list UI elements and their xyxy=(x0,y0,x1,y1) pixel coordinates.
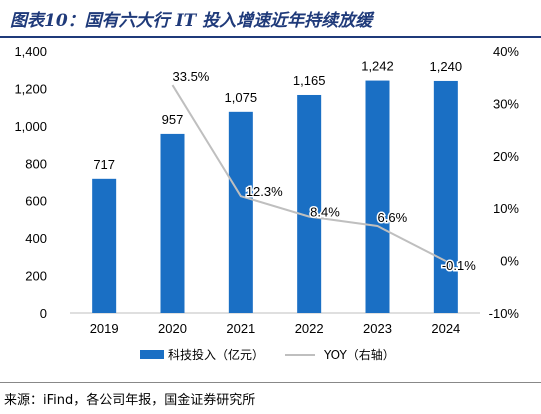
left-tick-label: 1,200 xyxy=(14,81,47,96)
left-tick-label: 1,400 xyxy=(14,44,47,59)
bar-2023 xyxy=(365,80,390,313)
line-labels: 33.5% 12.3% 8.4% 6.6% -0.1% xyxy=(171,68,478,275)
title-divider xyxy=(0,36,541,38)
right-axis: -10% 0% 10% 20% 30% 40% xyxy=(489,44,520,321)
bar-2024 xyxy=(433,80,458,313)
right-tick-label: 30% xyxy=(493,96,519,111)
bar-value-label: 957 xyxy=(162,112,184,127)
legend-label-bar: 科技投入（亿元） xyxy=(168,347,264,362)
bar-value-label: 1,165 xyxy=(293,73,326,88)
x-tick-label: 2020 xyxy=(158,321,187,336)
legend-swatch-bar xyxy=(140,350,164,359)
x-axis-labels: 2019 2020 2021 2022 2023 2024 xyxy=(90,321,461,336)
bar-labels: 717 957 1,075 1,165 1,242 1,240 xyxy=(93,59,462,172)
x-tick-label: 2023 xyxy=(363,321,392,336)
chart-title: 图表10：国有六大行 IT 投入增速近年持续放缓 xyxy=(10,11,373,31)
right-tick-label: 0% xyxy=(500,254,519,269)
bar-2022 xyxy=(297,94,322,313)
x-tick-label: 2019 xyxy=(90,321,119,336)
bar-series xyxy=(92,80,458,313)
chart: 0 200 400 600 800 1,000 1,200 1,400 -10% 0% 10% 20… xyxy=(14,44,520,362)
bar-2021 xyxy=(228,111,253,313)
left-tick-label: 1,000 xyxy=(14,119,47,134)
bar-value-label: 1,075 xyxy=(225,90,258,105)
left-tick-label: 200 xyxy=(25,269,47,284)
source-note: 来源：iFind，各公司年报，国金证券研究所 xyxy=(4,393,256,408)
bar-2019 xyxy=(92,178,117,313)
left-tick-label: 600 xyxy=(25,194,47,209)
left-axis: 0 200 400 600 800 1,000 1,200 1,400 xyxy=(14,44,47,321)
x-tick-label: 2021 xyxy=(226,321,255,336)
x-tick-label: 2024 xyxy=(431,321,460,336)
source-divider xyxy=(0,382,541,383)
line-value-label: 8.4% xyxy=(310,205,340,220)
left-tick-label: 400 xyxy=(25,231,47,246)
yoy-line xyxy=(171,84,447,263)
legend-label-line: YOY（右轴） xyxy=(323,347,395,362)
legend: 科技投入（亿元） YOY（右轴） xyxy=(140,347,395,362)
line-value-label: 12.3% xyxy=(246,184,283,199)
right-tick-label: 20% xyxy=(493,149,519,164)
bar-2020 xyxy=(160,133,185,313)
right-tick-label: 10% xyxy=(493,201,519,216)
x-tick-label: 2022 xyxy=(295,321,324,336)
right-tick-label: -10% xyxy=(489,306,520,321)
line-value-label: 6.6% xyxy=(378,210,408,225)
right-tick-label: 40% xyxy=(493,44,519,59)
bar-value-label: 717 xyxy=(93,157,115,172)
line-value-label: -0.1% xyxy=(442,258,476,273)
left-tick-label: 800 xyxy=(25,156,47,171)
bar-value-label: 1,240 xyxy=(430,59,463,74)
bar-value-label: 1,242 xyxy=(361,59,394,74)
left-tick-label: 0 xyxy=(40,306,47,321)
line-value-label: 33.5% xyxy=(173,69,210,84)
